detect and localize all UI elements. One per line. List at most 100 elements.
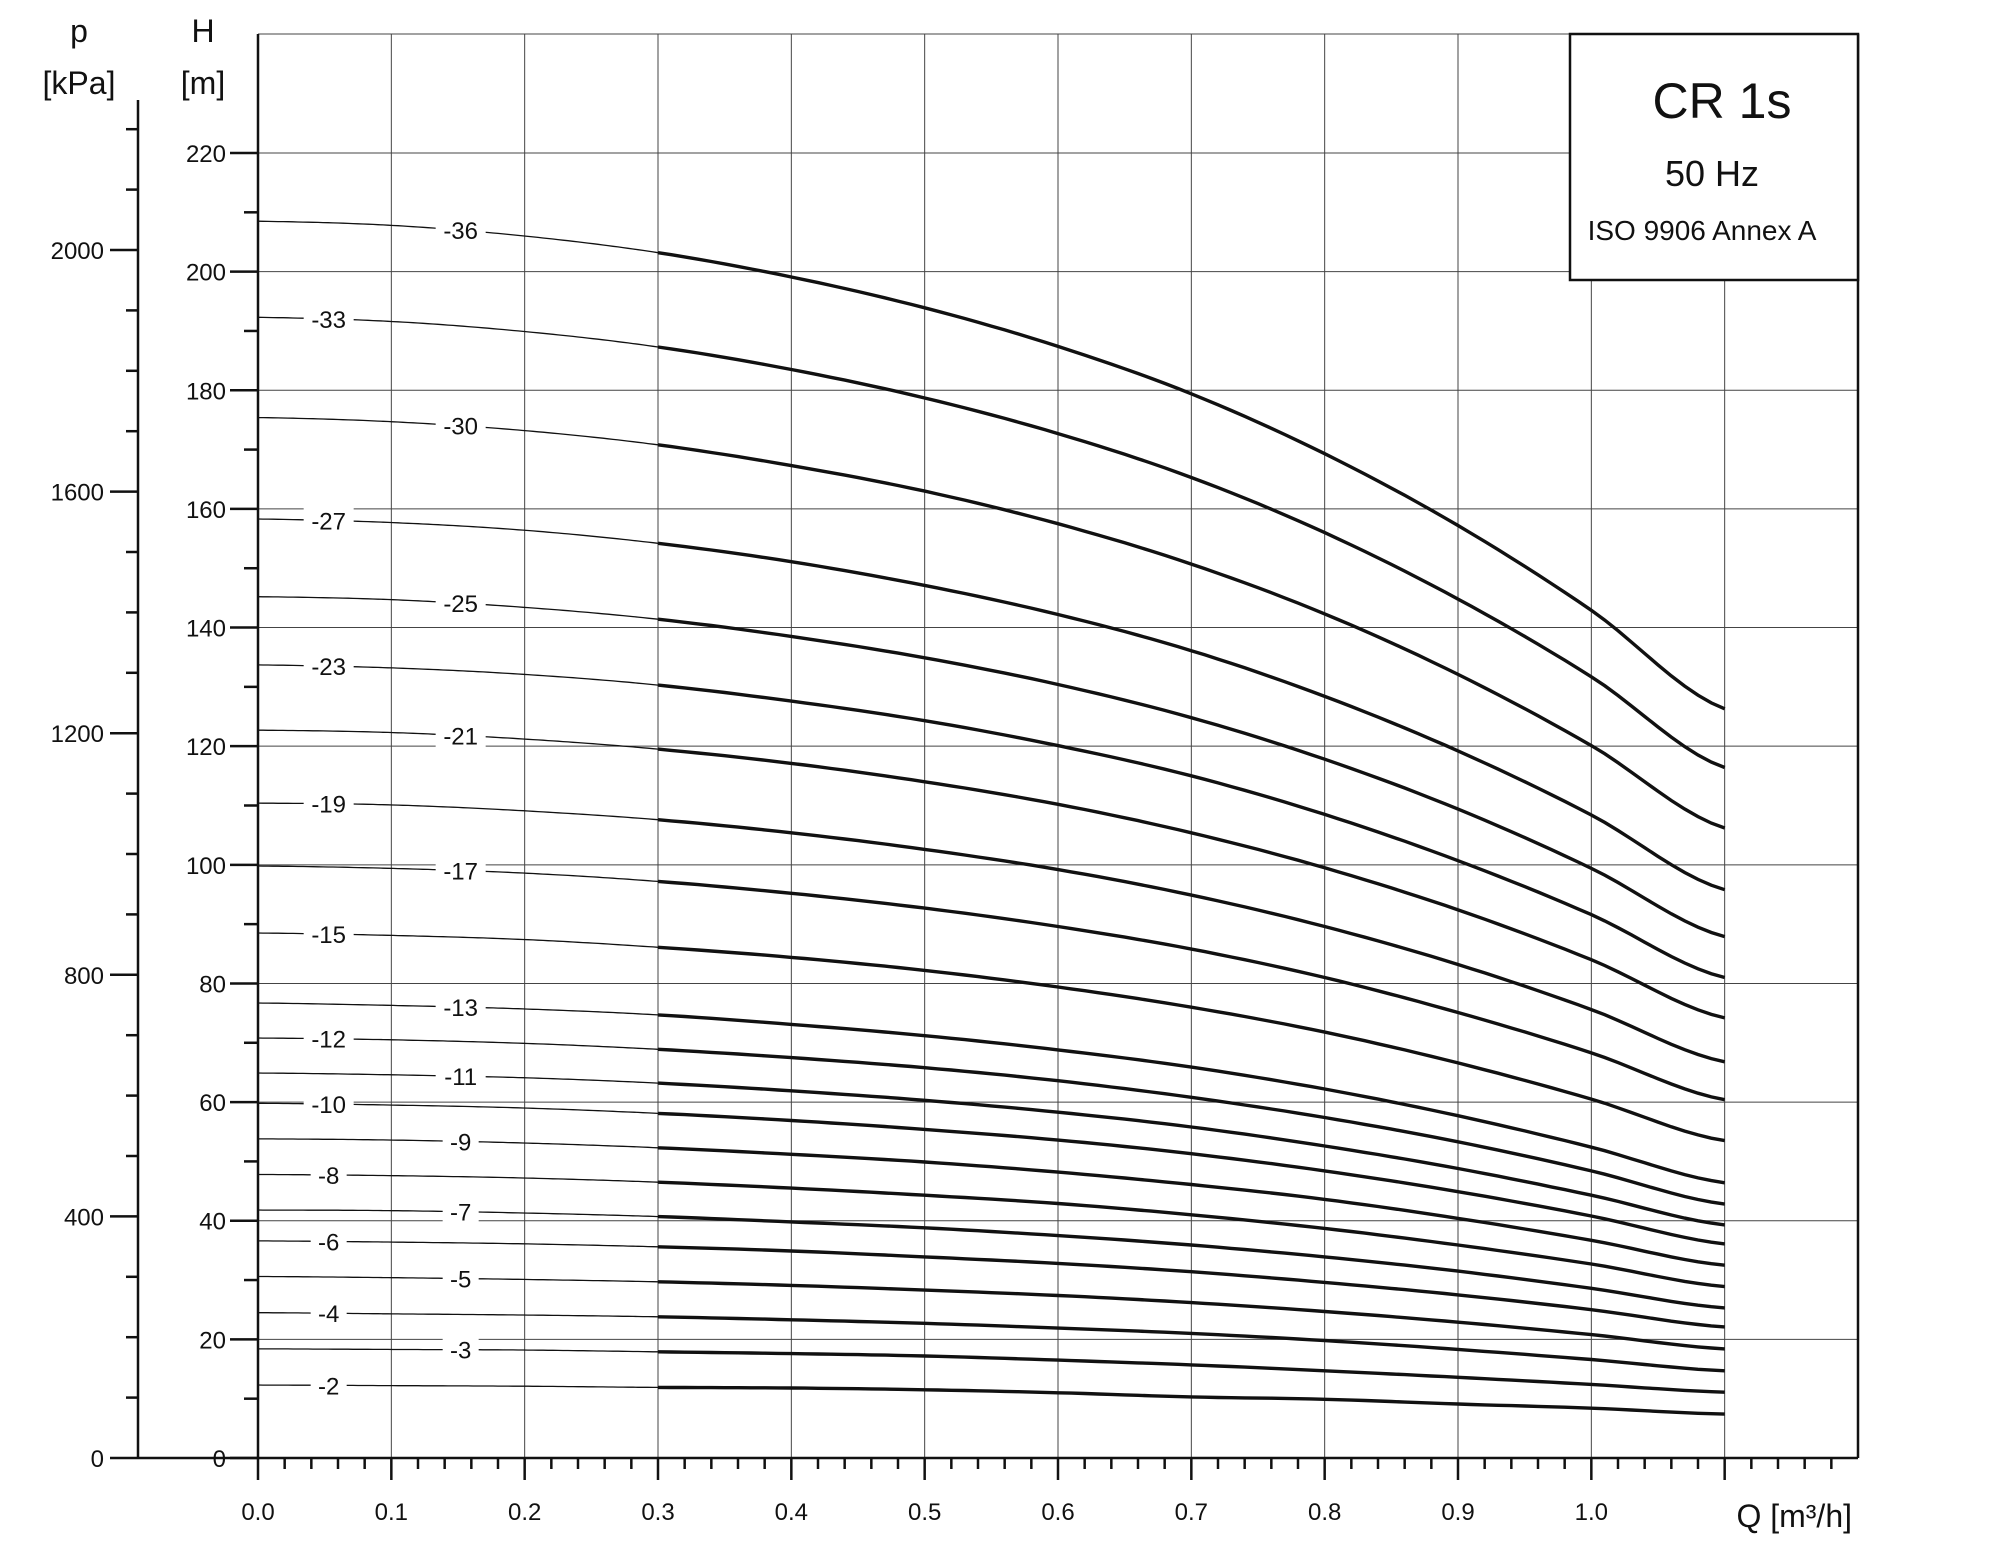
curve-stages-19-operating — [657, 818, 1726, 1064]
q-tick-label: 0.2 — [508, 1499, 541, 1526]
curve-label: -15 — [311, 922, 346, 949]
q-tick-label: 0.1 — [375, 1499, 408, 1526]
q-tick-label: 0.4 — [775, 1499, 808, 1526]
title-box-frame — [1568, 32, 1860, 282]
p-tick-label: 1600 — [51, 480, 104, 507]
curve-label: -2 — [318, 1373, 339, 1400]
curve-label: -7 — [450, 1200, 471, 1227]
curve-stages-5-operating — [657, 1280, 1725, 1351]
curve-label: -23 — [311, 654, 346, 681]
curve-label-bg — [310, 1371, 347, 1400]
h-tick-label: 180 — [186, 378, 226, 405]
h-axis-unit: [m] — [181, 65, 225, 101]
curve-stages-33-operating — [657, 345, 1726, 770]
curve-label-bg — [442, 1264, 479, 1293]
curve-label: -10 — [311, 1092, 346, 1119]
curve-label: -4 — [318, 1301, 339, 1328]
chart-title: CR 1s — [1653, 73, 1792, 129]
curve-label: -11 — [444, 1064, 477, 1091]
curve-stages-10-operating — [657, 1111, 1725, 1246]
curve-label: -8 — [318, 1163, 339, 1190]
h-tick-label: 160 — [186, 497, 226, 524]
curve-label-bg — [310, 1299, 347, 1328]
curve-label-bg — [442, 1197, 479, 1226]
h-tick-label: 140 — [186, 616, 226, 643]
curve-stages-2-operating — [657, 1385, 1725, 1416]
curve-stages-11-operating — [657, 1081, 1725, 1227]
q-tick-label: 0.3 — [641, 1499, 674, 1526]
curve-label-bg — [303, 920, 354, 949]
curve-label-bg — [435, 856, 486, 885]
curve-label-bg — [435, 216, 486, 245]
curve-label: -25 — [443, 591, 478, 618]
curve-stages-25-operating — [657, 617, 1726, 939]
h-axis-title: H — [191, 13, 214, 49]
curve-stages-30-operating — [657, 443, 1726, 830]
curve-stages-4-operating — [657, 1315, 1725, 1373]
curve-label: -21 — [443, 723, 478, 750]
p-axis-unit: [kPa] — [43, 65, 116, 101]
curve-labels: -2 -3 -4 -5 -6 -7 -8 -9 -10 -11 -12 -13 -15 -17 -19 -21… — [303, 216, 486, 1400]
q-tick-label: 0.8 — [1308, 1499, 1341, 1526]
p-tick-label: 2000 — [51, 238, 104, 265]
curve-stages-36-operating — [657, 251, 1726, 711]
curve-stages-23-operating — [657, 683, 1726, 980]
q-tick-label: 1.0 — [1575, 1499, 1608, 1526]
q-tick-label: 0.5 — [908, 1499, 941, 1526]
p-axis-title: p — [70, 13, 88, 49]
curve-stages-12-operating — [657, 1047, 1725, 1206]
curve-label-bg — [303, 652, 354, 681]
curve-label-bg — [303, 1090, 354, 1119]
curve-label: -13 — [443, 995, 478, 1022]
curve-label-bg — [303, 304, 354, 333]
curve-label: -5 — [450, 1267, 471, 1294]
curve-stages-21-operating — [657, 747, 1726, 1020]
curve-label-bg — [435, 411, 486, 440]
h-tick-label: 100 — [186, 853, 226, 880]
curve-label: -6 — [318, 1229, 339, 1256]
curve-label: -36 — [443, 218, 478, 245]
h-tick-label: 120 — [186, 734, 226, 761]
curve-label-bg — [435, 721, 486, 750]
q-tick-label: 0.0 — [241, 1499, 274, 1526]
curve-label-bg — [442, 1127, 479, 1156]
curve-label-bg — [310, 1160, 347, 1189]
curve-stages-15-operating — [657, 945, 1725, 1143]
h-tick-label: 80 — [199, 971, 226, 998]
pump-curves — [257, 220, 1726, 1416]
q-axis-title: Q [m³/h] — [1736, 1498, 1852, 1534]
curve-label-bg — [303, 789, 354, 818]
curve-stages-6-operating — [657, 1245, 1725, 1329]
curve-label-bg — [435, 589, 486, 618]
curve-label: -9 — [450, 1129, 471, 1156]
curve-label: -19 — [311, 792, 346, 819]
h-tick-label: 20 — [199, 1327, 226, 1354]
curve-label: -27 — [311, 508, 346, 535]
h-tick-label: 0 — [213, 1446, 226, 1473]
curve-label: -17 — [443, 858, 478, 885]
curve-label: -3 — [450, 1338, 471, 1365]
p-tick-label: 0 — [91, 1446, 104, 1473]
curve-stages-9-operating — [657, 1146, 1725, 1267]
q-tick-label: 0.7 — [1175, 1499, 1208, 1526]
axes: 0 20 40 60 80 100 120 140 160 180 200 220 0 400 800 120… — [51, 34, 1860, 1526]
curve-stages-27-operating — [657, 541, 1726, 892]
curve-stages-3-operating — [657, 1350, 1725, 1394]
curve-label-bg — [435, 1062, 486, 1091]
curve-label: -12 — [311, 1027, 346, 1054]
curve-stages-7-operating — [657, 1214, 1725, 1310]
h-tick-label: 200 — [186, 260, 226, 287]
p-tick-label: 1200 — [51, 721, 104, 748]
p-tick-label: 400 — [64, 1204, 104, 1231]
h-tick-label: 60 — [199, 1090, 226, 1117]
legend-box: CR 1s 50 Hz ISO 9906 Annex A — [1568, 32, 1860, 282]
chart-subtitle: 50 Hz — [1665, 153, 1759, 194]
h-tick-label: 220 — [186, 141, 226, 168]
curve-stages-13-operating — [657, 1013, 1725, 1185]
q-tick-label: 0.6 — [1041, 1499, 1074, 1526]
chart-note: ISO 9906 Annex A — [1588, 215, 1817, 246]
p-tick-label: 800 — [64, 963, 104, 990]
curve-label-bg — [303, 506, 354, 535]
curve-label-bg — [435, 993, 486, 1022]
